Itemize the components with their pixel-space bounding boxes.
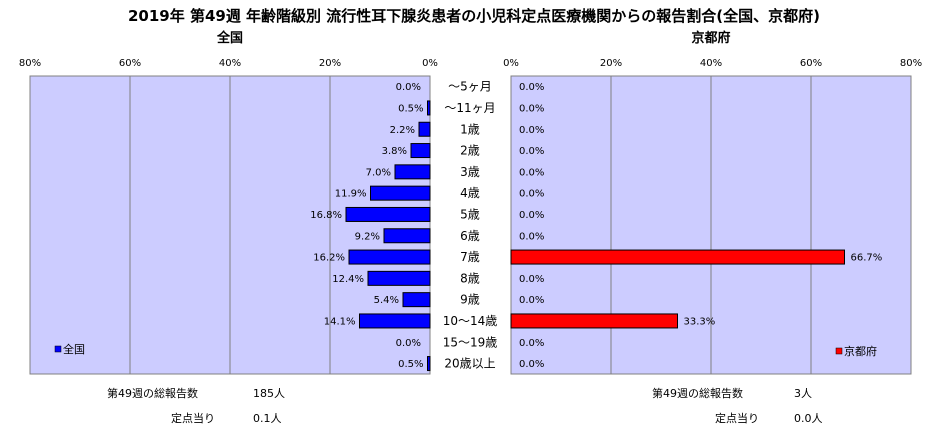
right-value-label: 0.0% <box>519 146 544 157</box>
left-bar <box>348 249 431 265</box>
right-value-label: 33.3% <box>684 316 716 327</box>
right-legend-swatch <box>835 347 843 355</box>
category-label: 9歳 <box>460 293 480 307</box>
left-panel-title: 全国 <box>216 30 243 46</box>
left-value-label: 0.0% <box>396 82 421 93</box>
left-value-label: 12.4% <box>332 274 364 285</box>
left-legend: 全国 <box>54 342 85 356</box>
left-value-label: 0.0% <box>396 338 421 349</box>
category-label: ～5ヶ月 <box>448 80 492 94</box>
left-tick-label: 20% <box>319 58 341 69</box>
left-legend-swatch <box>54 345 62 353</box>
right-value-label: 0.0% <box>519 274 544 285</box>
left-value-label: 14.1% <box>324 316 356 327</box>
category-label: 8歳 <box>460 271 480 285</box>
right-tick-label: 40% <box>700 58 722 69</box>
right-value-label: 0.0% <box>519 103 544 114</box>
left-value-label: 16.2% <box>313 253 345 264</box>
left-bar <box>427 356 431 372</box>
left-bar <box>383 228 431 244</box>
category-label: 1歳 <box>460 122 480 136</box>
left-value-label: 5.4% <box>374 295 399 306</box>
right-per-label: 定点当り <box>715 411 759 425</box>
left-value-label: 9.2% <box>355 231 380 242</box>
left-tick-label: 60% <box>119 58 141 69</box>
left-tick-label: 80% <box>19 58 41 69</box>
left-bar <box>345 206 431 222</box>
category-label: 7歳 <box>460 250 480 264</box>
right-panel-title: 京都府 <box>691 30 730 46</box>
right-tick-label: 80% <box>900 58 922 69</box>
right-legend: 京都府 <box>835 344 877 358</box>
left-value-label: 11.9% <box>335 189 367 200</box>
right-value-label: 66.7% <box>851 253 883 264</box>
left-value-label: 0.5% <box>398 103 423 114</box>
right-bar <box>510 249 845 265</box>
left-total-label: 第49週の総報告数 <box>107 386 198 400</box>
left-value-label: 16.8% <box>310 210 342 221</box>
left-value-label: 0.5% <box>398 359 423 370</box>
category-label: 5歳 <box>460 207 480 221</box>
left-bar <box>370 185 431 201</box>
left-legend-label: 全国 <box>63 342 85 356</box>
category-label: 10～14歳 <box>443 314 498 328</box>
right-total-label: 第49週の総報告数 <box>652 386 743 400</box>
category-label: 6歳 <box>460 229 480 243</box>
left-total-value: 185人 <box>253 387 285 400</box>
category-label: 20歳以上 <box>444 357 495 371</box>
left-bar <box>410 143 431 159</box>
left-bar <box>427 100 431 116</box>
left-tick-label: 40% <box>219 58 241 69</box>
category-label: 3歳 <box>460 165 480 179</box>
category-label: ～11ヶ月 <box>444 101 495 115</box>
left-bar <box>402 292 431 308</box>
left-value-label: 3.8% <box>382 146 407 157</box>
right-value-label: 0.0% <box>519 210 544 221</box>
right-value-label: 0.0% <box>519 167 544 178</box>
left-value-label: 2.2% <box>390 125 415 136</box>
left-bar <box>394 164 431 180</box>
right-bar <box>510 313 678 329</box>
right-value-label: 0.0% <box>519 82 544 93</box>
right-tick-label: 20% <box>600 58 622 69</box>
left-tick-label: 0% <box>422 58 438 69</box>
chart-title: 2019年 第49週 年齢階級別 流行性耳下腺炎患者の小児科定点医療機関からの報… <box>128 7 820 25</box>
right-per-value: 0.0人 <box>794 412 823 425</box>
category-label: 4歳 <box>460 186 480 200</box>
left-bar <box>418 121 431 137</box>
right-tick-label: 0% <box>503 58 519 69</box>
right-value-label: 0.0% <box>519 295 544 306</box>
right-value-label: 0.0% <box>519 189 544 200</box>
right-tick-label: 60% <box>800 58 822 69</box>
left-bar <box>367 270 431 286</box>
left-per-value: 0.1人 <box>253 412 282 425</box>
right-value-label: 0.0% <box>519 359 544 370</box>
category-label: 2歳 <box>460 144 480 158</box>
left-per-label: 定点当り <box>171 411 215 425</box>
category-label: 15～19歳 <box>443 335 498 349</box>
left-bar <box>359 313 431 329</box>
right-value-label: 0.0% <box>519 125 544 136</box>
right-value-label: 0.0% <box>519 338 544 349</box>
left-value-label: 7.0% <box>366 167 391 178</box>
right-value-label: 0.0% <box>519 231 544 242</box>
right-total-value: 3人 <box>794 387 812 400</box>
right-legend-label: 京都府 <box>844 344 877 358</box>
